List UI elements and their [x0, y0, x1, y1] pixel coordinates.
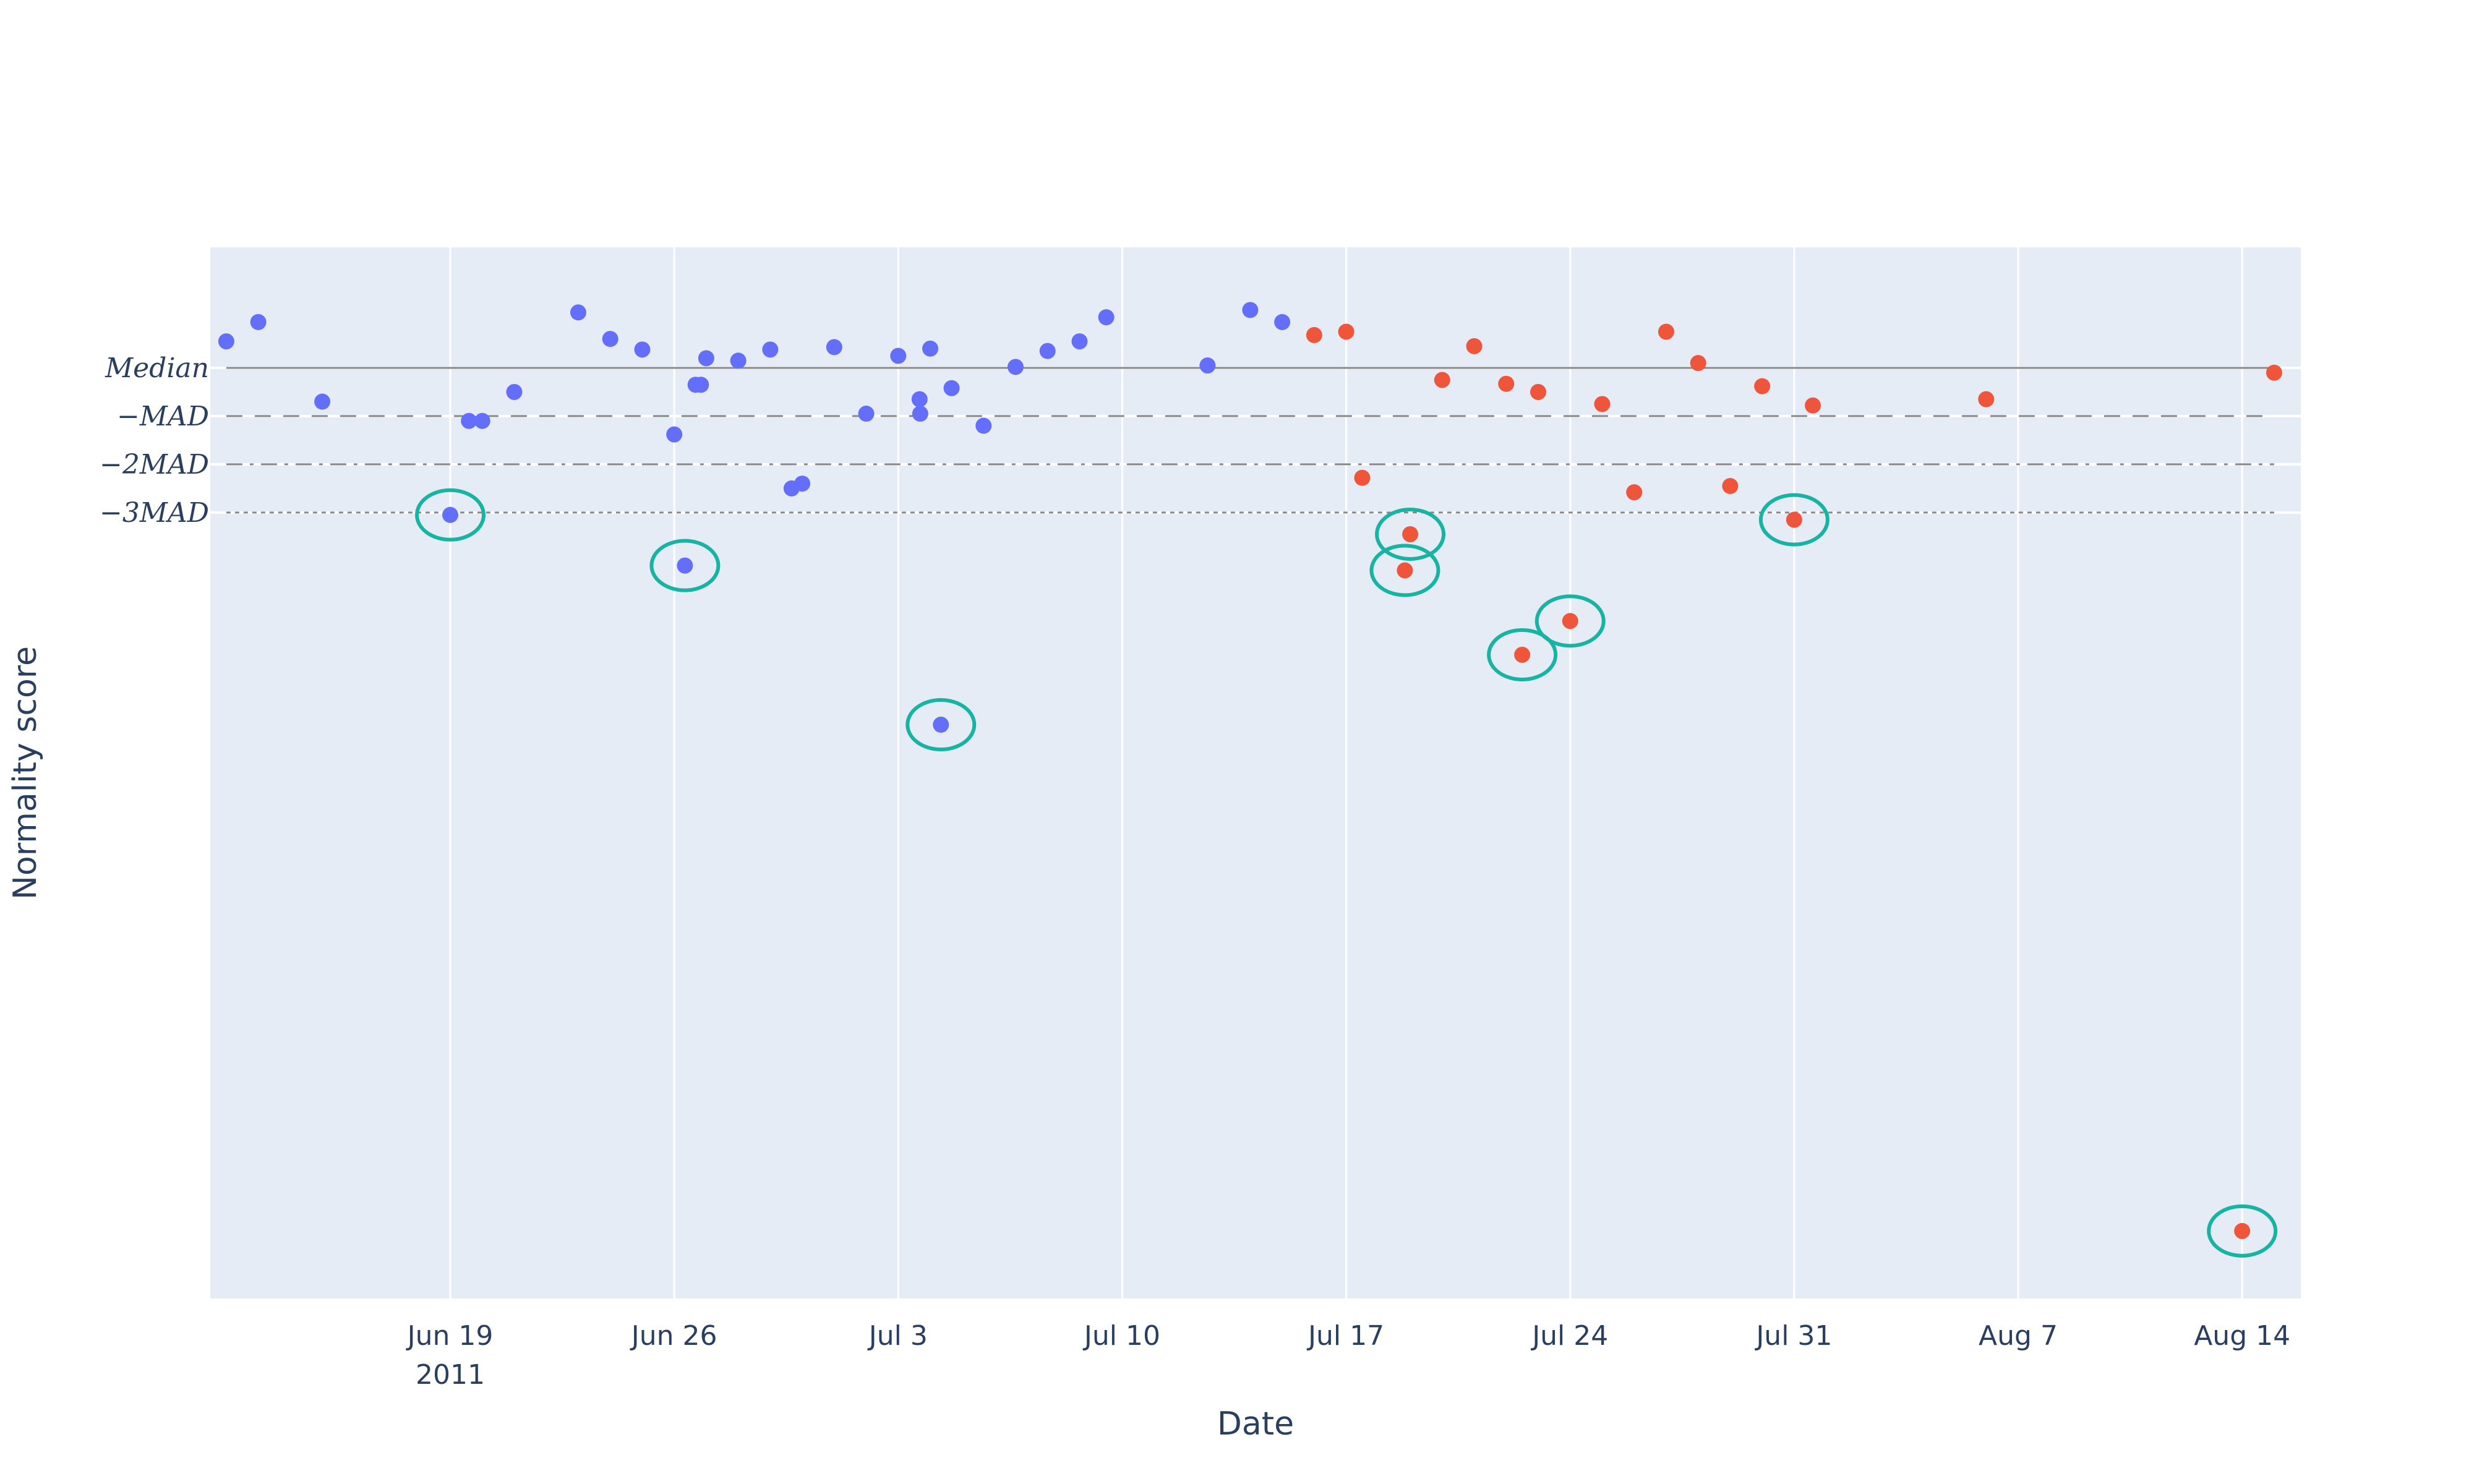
anomaly-ring — [905, 698, 977, 752]
data-point — [933, 717, 949, 733]
data-point — [506, 383, 523, 400]
data-point — [677, 557, 693, 574]
data-point — [1098, 309, 1115, 326]
data-point — [666, 426, 683, 443]
data-point — [2234, 1222, 2251, 1239]
reference-line-label: Median — [105, 352, 209, 384]
data-point — [2266, 364, 2282, 381]
x-tick-label: Jul 10 — [1082, 1320, 1160, 1352]
data-point — [943, 380, 960, 396]
x-tick-label: Jun 26 — [630, 1320, 717, 1352]
plot-area — [210, 247, 2301, 1298]
reference-line-label: −3MAD — [100, 497, 209, 529]
data-point — [922, 340, 939, 357]
x-tick-sublabel: 2011 — [416, 1359, 485, 1391]
data-point — [1594, 396, 1611, 412]
data-points — [218, 302, 2282, 1239]
y-axis-title: Normality score — [7, 646, 44, 900]
data-point — [314, 393, 331, 410]
reference-line-label: −MAD — [117, 401, 209, 432]
reference-lines: Median −MAD −2MAD −3MAD — [100, 352, 2301, 529]
data-point — [730, 352, 747, 369]
data-point — [1530, 383, 1546, 400]
data-point — [1338, 323, 1355, 340]
data-point — [250, 313, 267, 330]
x-tick-label: Jul 24 — [1530, 1320, 1608, 1352]
data-point — [1466, 338, 1483, 354]
anomaly-ring — [1369, 544, 1440, 597]
data-point — [1007, 359, 1024, 375]
data-point — [1690, 355, 1706, 372]
reference-line-label: −2MAD — [100, 449, 209, 480]
data-point — [634, 341, 651, 358]
x-axis-title: Date — [1217, 1405, 1294, 1443]
data-point — [698, 350, 714, 367]
anomaly-ring — [649, 539, 721, 592]
data-point — [602, 331, 618, 348]
data-point — [461, 412, 477, 429]
data-point — [1306, 326, 1322, 343]
grid — [449, 247, 2243, 1298]
data-point — [794, 475, 811, 492]
data-point — [890, 348, 907, 364]
data-point — [474, 412, 490, 429]
data-point — [693, 377, 709, 393]
x-tick-label: Jun 19 — [406, 1320, 494, 1352]
data-point — [1274, 313, 1291, 330]
data-point — [1402, 526, 1419, 542]
data-point — [1754, 378, 1771, 394]
data-point — [1242, 302, 1259, 318]
x-tick-label: Jul 31 — [1754, 1320, 1832, 1352]
data-point — [826, 339, 842, 356]
data-point — [570, 304, 586, 321]
data-point — [975, 417, 992, 434]
data-point — [911, 391, 928, 407]
data-point — [912, 406, 928, 422]
data-point — [218, 333, 234, 350]
anomaly-ring — [1758, 493, 1830, 547]
anomaly-ring — [1375, 507, 1446, 561]
x-tick-label: Aug 7 — [1979, 1320, 2058, 1352]
data-point — [1658, 323, 1674, 340]
data-point — [1498, 375, 1515, 392]
data-point — [1805, 397, 1821, 414]
x-tick-label: Jul 3 — [867, 1320, 928, 1352]
data-point — [858, 406, 875, 422]
data-point — [1722, 478, 1739, 495]
data-point — [1562, 613, 1578, 629]
anomaly-markers — [415, 488, 2278, 1258]
x-tick-label: Aug 14 — [2194, 1320, 2290, 1352]
data-point — [1199, 357, 1216, 374]
data-point — [1514, 646, 1531, 663]
data-point — [1626, 484, 1643, 501]
anomaly-ring — [1534, 594, 1606, 648]
data-point — [1071, 333, 1088, 350]
data-point — [1434, 372, 1450, 388]
anomaly-ring — [2207, 1204, 2278, 1258]
data-point — [762, 341, 779, 358]
data-point — [1039, 343, 1056, 359]
anomaly-ring — [1487, 628, 1558, 681]
data-point — [1354, 469, 1371, 486]
anomaly-ring — [415, 488, 486, 542]
data-point — [1397, 562, 1413, 579]
data-point — [1978, 391, 1995, 407]
x-tick-label: Jul 17 — [1306, 1320, 1384, 1352]
x-axis-ticks: Jun 19 2011 Jun 26 Jul 3 Jul 10 Jul 17 Jul 24 J… — [406, 1320, 2290, 1391]
data-point — [1786, 511, 1802, 528]
data-point — [442, 506, 459, 523]
